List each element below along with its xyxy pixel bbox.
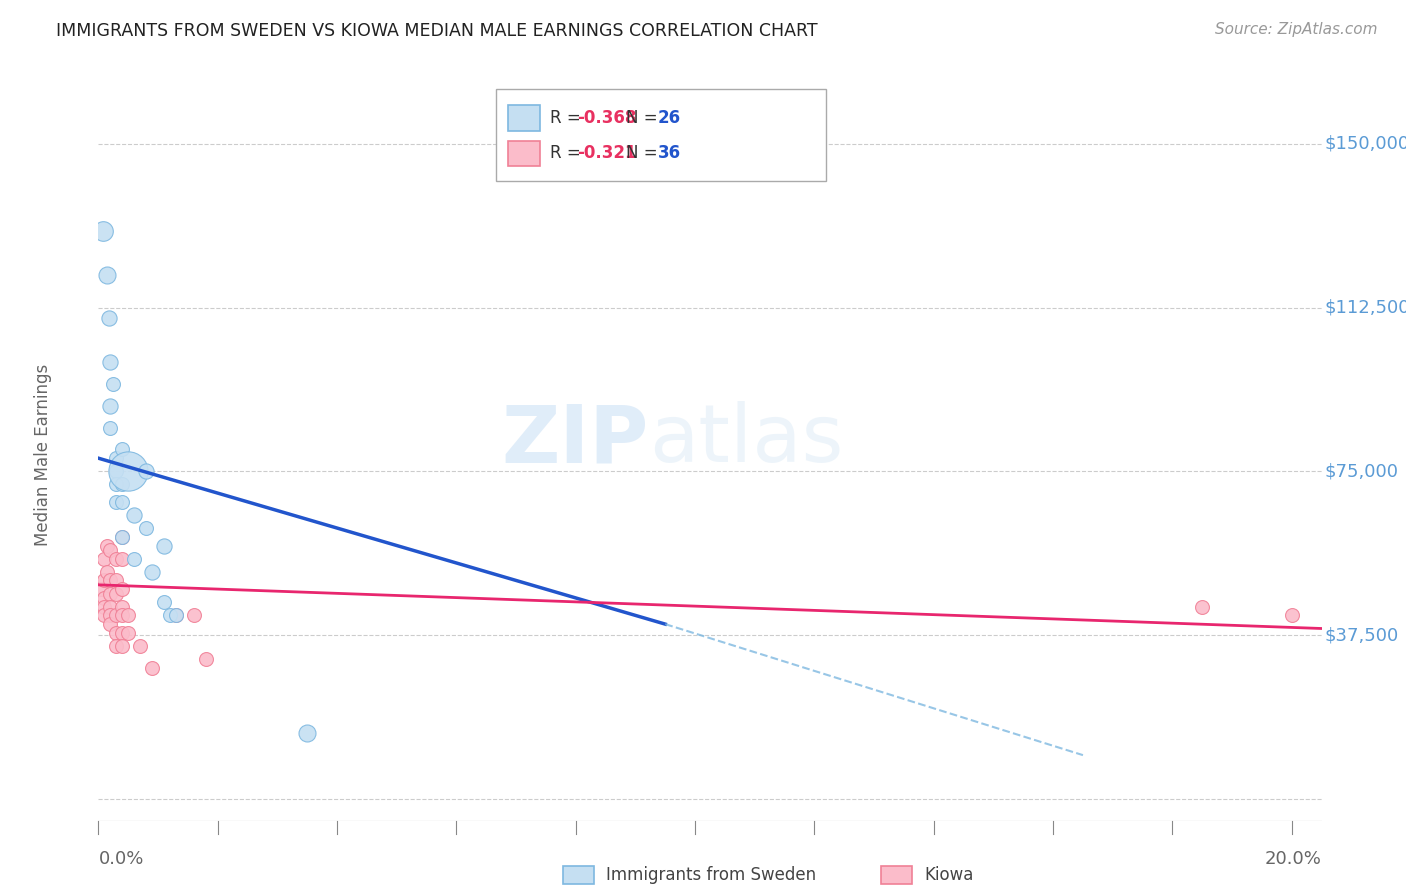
- Point: [98, 586, 121, 600]
- Point: [111, 608, 134, 623]
- Text: Source: ZipAtlas.com: Source: ZipAtlas.com: [1215, 22, 1378, 37]
- Text: 36: 36: [658, 145, 681, 162]
- Point: [96, 565, 118, 579]
- Point: [98, 608, 121, 623]
- Point: [105, 586, 128, 600]
- Point: [105, 625, 128, 640]
- Point: [111, 530, 134, 544]
- Point: [117, 625, 139, 640]
- Point: [111, 551, 134, 566]
- FancyBboxPatch shape: [509, 105, 540, 131]
- Point: [297, 726, 319, 740]
- Point: [98, 420, 121, 434]
- Point: [93, 551, 115, 566]
- Text: N =: N =: [626, 145, 664, 162]
- Point: [98, 355, 121, 369]
- Text: 26: 26: [658, 109, 681, 127]
- Text: IMMIGRANTS FROM SWEDEN VS KIOWA MEDIAN MALE EARNINGS CORRELATION CHART: IMMIGRANTS FROM SWEDEN VS KIOWA MEDIAN M…: [56, 22, 818, 40]
- Text: 0.0%: 0.0%: [98, 850, 143, 868]
- FancyBboxPatch shape: [496, 89, 827, 180]
- Point: [93, 591, 115, 605]
- Point: [98, 399, 121, 413]
- Point: [111, 530, 134, 544]
- Text: N =: N =: [626, 109, 664, 127]
- Point: [105, 608, 128, 623]
- Point: [105, 477, 128, 491]
- Point: [1191, 599, 1213, 614]
- Point: [111, 495, 134, 509]
- Point: [105, 451, 128, 466]
- Point: [183, 608, 205, 623]
- Point: [105, 495, 128, 509]
- Point: [117, 608, 139, 623]
- Point: [111, 625, 134, 640]
- Point: [98, 574, 121, 588]
- Point: [111, 477, 134, 491]
- Point: [129, 639, 152, 653]
- Point: [1281, 608, 1303, 623]
- Point: [98, 542, 121, 557]
- Point: [135, 464, 157, 478]
- Point: [194, 652, 217, 666]
- Text: atlas: atlas: [648, 401, 844, 479]
- Point: [96, 539, 118, 553]
- Point: [105, 574, 128, 588]
- Point: [135, 521, 157, 535]
- Text: R =: R =: [550, 145, 586, 162]
- Text: -0.321: -0.321: [576, 145, 637, 162]
- Point: [111, 639, 134, 653]
- Text: ZIP: ZIP: [502, 401, 648, 479]
- Text: 20.0%: 20.0%: [1265, 850, 1322, 868]
- Point: [105, 464, 128, 478]
- Point: [93, 599, 115, 614]
- Point: [159, 608, 181, 623]
- Point: [105, 639, 128, 653]
- Point: [122, 508, 145, 522]
- Point: [90, 582, 112, 597]
- Text: Median Male Earnings: Median Male Earnings: [34, 364, 52, 546]
- Text: Kiowa: Kiowa: [924, 866, 973, 885]
- Text: $37,500: $37,500: [1324, 626, 1399, 644]
- Point: [165, 608, 187, 623]
- Point: [96, 268, 118, 282]
- Point: [105, 551, 128, 566]
- FancyBboxPatch shape: [509, 141, 540, 166]
- Point: [93, 608, 115, 623]
- Point: [111, 442, 134, 457]
- Point: [111, 582, 134, 597]
- Point: [103, 376, 125, 391]
- FancyBboxPatch shape: [564, 866, 593, 884]
- Text: Immigrants from Sweden: Immigrants from Sweden: [606, 866, 815, 885]
- Point: [141, 661, 163, 675]
- Text: -0.368: -0.368: [576, 109, 636, 127]
- Text: R =: R =: [550, 109, 586, 127]
- Point: [117, 464, 139, 478]
- Point: [98, 599, 121, 614]
- Point: [91, 224, 114, 238]
- Point: [111, 599, 134, 614]
- Text: $75,000: $75,000: [1324, 462, 1398, 480]
- Point: [141, 565, 163, 579]
- Point: [122, 551, 145, 566]
- Point: [97, 311, 120, 326]
- Point: [98, 617, 121, 632]
- Point: [153, 595, 176, 609]
- Text: $112,500: $112,500: [1324, 299, 1406, 317]
- Point: [93, 574, 115, 588]
- Text: $150,000: $150,000: [1324, 135, 1406, 153]
- Point: [153, 539, 176, 553]
- FancyBboxPatch shape: [882, 866, 912, 884]
- Point: [165, 608, 187, 623]
